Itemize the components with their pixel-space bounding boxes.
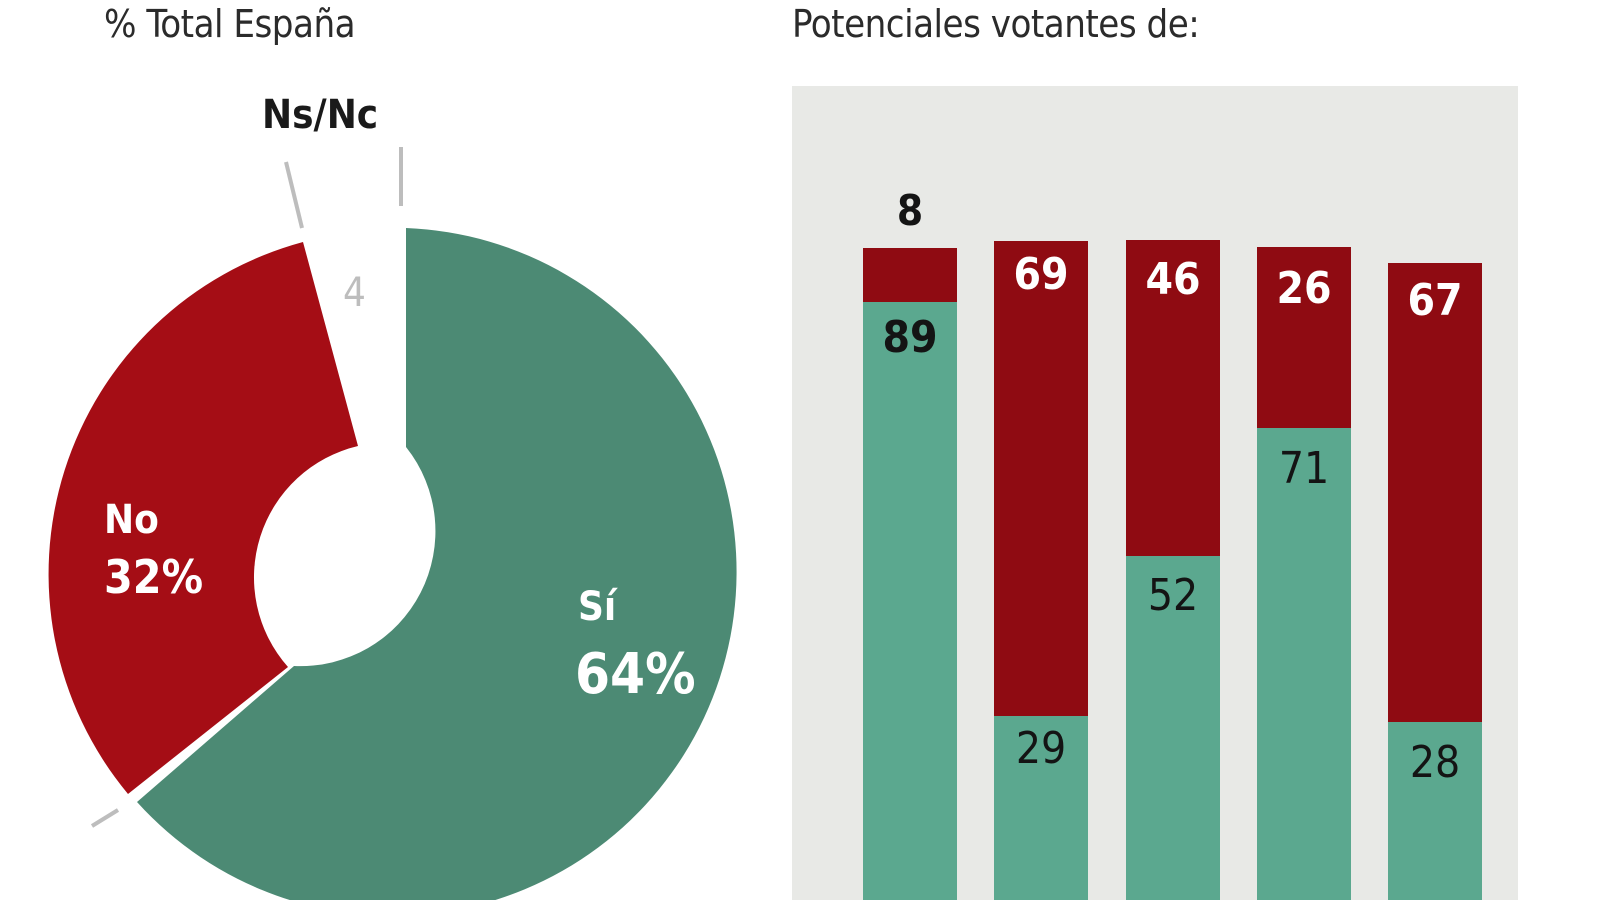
no-value: 32% [104, 550, 204, 604]
bar-5-no-segment [1388, 263, 1482, 722]
bar-1: 8 89 [863, 186, 957, 900]
bar-4-si-value: 71 [1278, 443, 1330, 494]
bar-chart-title: Potenciales votantes de: [792, 2, 1200, 46]
bar-2-si-value: 29 [1015, 723, 1067, 774]
bottom-tick-line [90, 808, 120, 828]
no-label: No [104, 497, 159, 543]
bar-5-si-segment [1388, 722, 1482, 900]
donut-slice-si [137, 228, 737, 900]
bar-2-no-value: 69 [1013, 249, 1069, 300]
bar-4: 26 71 [1257, 247, 1351, 900]
nsnc-leader-line-left [284, 161, 304, 229]
bar-5-no-value: 67 [1407, 275, 1463, 326]
bar-4-no-value: 26 [1276, 263, 1332, 314]
nsnc-label: Ns/Nc [262, 92, 379, 138]
bar-3: 46 52 [1126, 240, 1220, 900]
si-label: Sí [578, 584, 617, 630]
donut-chart-title: % Total España [104, 2, 356, 46]
bar-3-si-value: 52 [1147, 570, 1199, 621]
bar-4-si-segment [1257, 428, 1351, 900]
donut-chart [48, 147, 737, 900]
bar-2-no-segment [994, 241, 1088, 716]
bar-1-si-segment [863, 302, 957, 900]
si-value: 64% [575, 642, 696, 707]
bar-1-si-value: 89 [882, 312, 938, 363]
bar-1-no-segment [863, 248, 957, 302]
bar-3-si-segment [1126, 556, 1220, 900]
bar-1-no-value: 8 [896, 186, 924, 235]
bar-3-no-value: 46 [1145, 254, 1201, 305]
nsnc-value: 4 [343, 270, 366, 316]
bar-2: 69 29 [994, 241, 1088, 900]
donut-slice-no [48, 242, 359, 794]
bar-5-si-value: 28 [1409, 737, 1461, 788]
bar-2-si-segment [994, 716, 1088, 900]
bar-5: 67 28 [1388, 263, 1482, 900]
bar-4-no-segment [1257, 247, 1351, 428]
bar-3-no-segment [1126, 240, 1220, 556]
